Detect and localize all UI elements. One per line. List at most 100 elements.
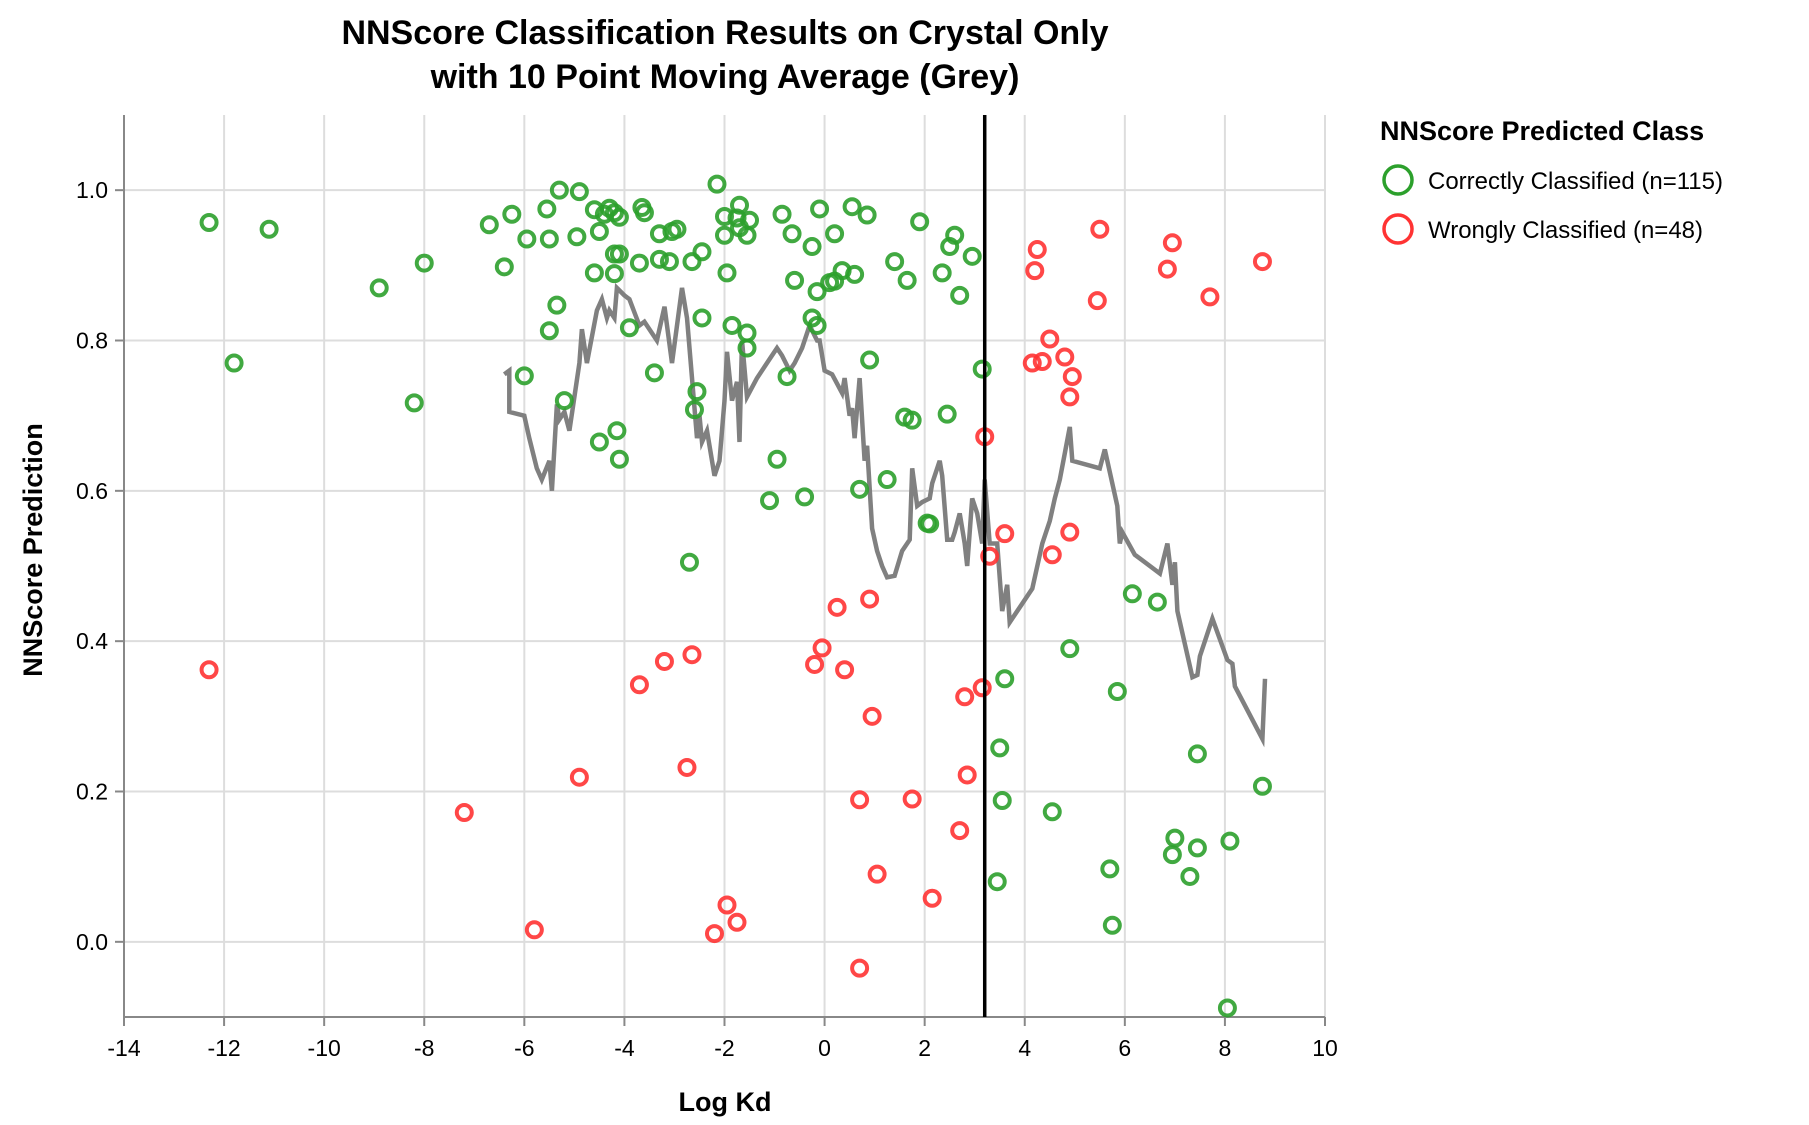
point-correct-113 (1220, 831, 1240, 851)
point-correct-5 (414, 253, 434, 273)
point-correct-84 (897, 270, 917, 290)
point-wrong-21 (922, 888, 942, 908)
point-wrong-28 (995, 524, 1015, 544)
point-wrong-25 (972, 678, 992, 698)
x-tick-label-9: 4 (1018, 1035, 1031, 1061)
point-correct-79 (857, 205, 877, 225)
point-wrong-39 (1087, 291, 1107, 311)
x-tick-label-10: 6 (1118, 1035, 1131, 1061)
point-wrong-44 (1252, 252, 1272, 272)
point-correct-10 (517, 229, 537, 249)
point-correct-63 (777, 367, 797, 387)
point-correct-64 (782, 224, 802, 244)
point-wrong-43 (1200, 287, 1220, 307)
point-correct-82 (885, 252, 905, 272)
point-correct-41 (667, 219, 687, 239)
point-correct-45 (687, 382, 707, 402)
point-correct-65 (785, 270, 805, 290)
legend-label-wrong: Wrongly Classified (n=48) (1428, 217, 1703, 244)
point-correct-11 (537, 199, 557, 219)
point-correct-58 (737, 323, 757, 343)
y-tick-label-3: 0.6 (76, 478, 108, 504)
x-tick-label-5: -4 (614, 1035, 635, 1061)
point-correct-76 (842, 197, 862, 217)
point-correct-78 (850, 479, 870, 499)
point-wrong-20 (902, 789, 922, 809)
x-tick-label-6: -2 (714, 1035, 734, 1061)
point-correct-6 (479, 215, 499, 235)
point-wrong-2 (524, 920, 544, 940)
point-correct-71 (810, 199, 830, 219)
point-correct-88 (920, 514, 940, 534)
point-correct-49 (715, 206, 734, 226)
point-wrong-31 (1027, 240, 1047, 260)
point-wrong-34 (1042, 545, 1062, 565)
x-tick-label-0: -14 (107, 1035, 140, 1061)
point-correct-104 (1107, 682, 1127, 702)
point-correct-109 (1180, 866, 1200, 886)
point-wrong-40 (1090, 219, 1110, 239)
point-wrong-15 (850, 958, 870, 978)
point-wrong-14 (835, 660, 855, 680)
point-correct-80 (860, 350, 880, 370)
point-wrong-35 (1055, 347, 1075, 367)
point-correct-110 (1187, 838, 1207, 858)
x-tick-label-12: 10 (1312, 1035, 1338, 1061)
point-correct-1 (224, 353, 244, 373)
point-wrong-4 (629, 675, 649, 695)
point-correct-29 (609, 207, 629, 227)
point-wrong-6 (677, 757, 697, 777)
legend: NNScore Predicted Class Correctly Classi… (1380, 116, 1723, 245)
moving-average-line-group (502, 282, 1268, 748)
point-correct-37 (649, 224, 669, 244)
point-correct-86 (910, 212, 930, 232)
point-correct-3 (369, 278, 389, 298)
point-correct-50 (715, 225, 734, 245)
point-correct-93 (950, 285, 970, 305)
point-correct-47 (692, 308, 712, 328)
x-tick-label-11: 8 (1219, 1035, 1232, 1061)
x-tick-label-1: -12 (207, 1035, 240, 1061)
legend-label-correct: Correctly Classified (n=115) (1428, 168, 1723, 195)
x-axis-title: Log Kd (679, 1087, 772, 1117)
point-correct-8 (502, 204, 522, 224)
point-wrong-38 (1062, 367, 1082, 387)
point-wrong-29 (1022, 353, 1042, 373)
point-correct-21 (589, 222, 609, 242)
legend-swatch-correct (1382, 164, 1414, 196)
data-points (199, 174, 1272, 1018)
point-correct-111 (1187, 744, 1207, 764)
chart-title: NNScore Classification Results on Crysta… (341, 14, 1108, 96)
legend-title: NNScore Predicted Class (1380, 116, 1704, 146)
point-correct-107 (1162, 845, 1182, 865)
point-correct-96 (987, 872, 1007, 892)
point-correct-46 (692, 242, 712, 262)
point-correct-101 (1060, 639, 1080, 659)
point-correct-17 (567, 227, 587, 247)
point-correct-103 (1102, 915, 1122, 935)
point-correct-35 (634, 203, 654, 223)
point-correct-42 (679, 552, 699, 572)
x-axis-ticks: -14 -12 -10 -8 -6 -4 -2 0 2 4 6 8 10 (107, 1017, 1338, 1061)
y-axis-title: NNScore Prediction (18, 423, 48, 677)
point-correct-105 (1122, 584, 1142, 604)
point-correct-32 (619, 318, 639, 338)
point-correct-89 (932, 263, 952, 283)
point-correct-85 (902, 410, 922, 430)
point-correct-106 (1147, 592, 1167, 612)
point-correct-62 (772, 204, 792, 224)
y-tick-label-4: 0.8 (76, 328, 108, 354)
point-correct-94 (962, 246, 982, 266)
point-correct-95 (972, 359, 992, 379)
x-tick-label-3: -8 (414, 1035, 434, 1061)
y-tick-label-5: 1.0 (76, 177, 108, 203)
point-correct-97 (990, 738, 1010, 758)
point-correct-98 (992, 791, 1012, 811)
point-wrong-8 (704, 924, 724, 944)
point-correct-15 (549, 180, 569, 200)
point-correct-100 (1042, 802, 1062, 822)
point-correct-2 (259, 219, 279, 239)
point-correct-59 (740, 210, 760, 230)
point-correct-77 (845, 264, 865, 284)
point-wrong-24 (957, 765, 977, 785)
